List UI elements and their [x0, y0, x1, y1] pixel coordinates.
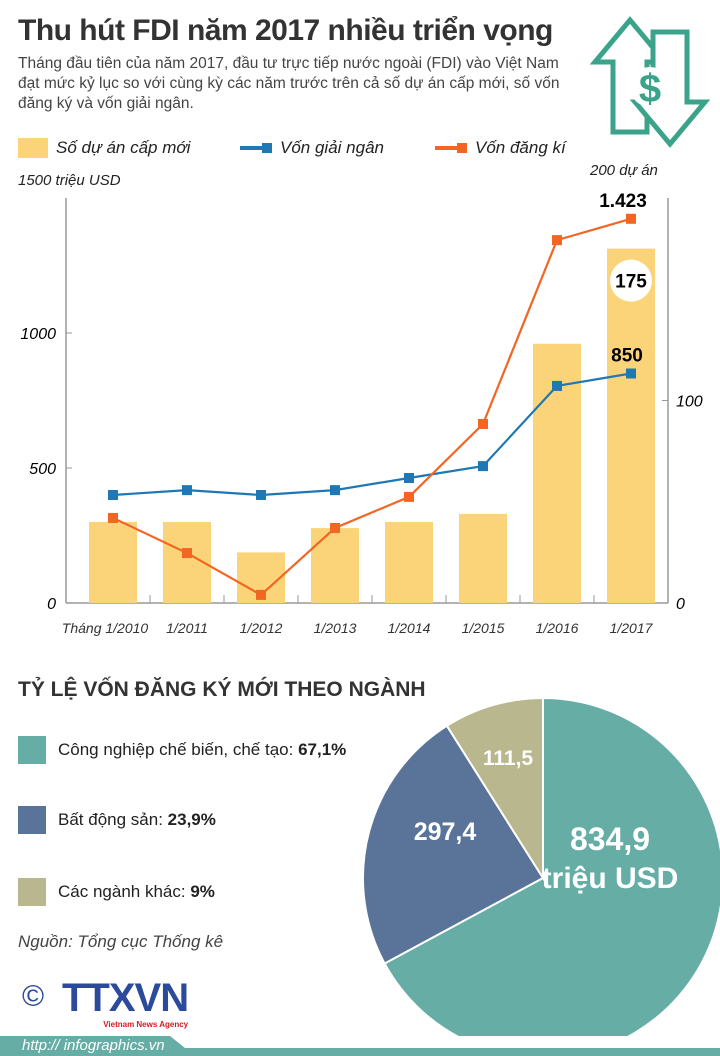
- label-disbursed-last: 850: [611, 346, 643, 367]
- point-registered: [626, 213, 636, 224]
- line-disbursed: [112, 372, 632, 497]
- legend-swatch: [18, 878, 46, 906]
- point-disbursed: [404, 472, 414, 483]
- legend-swatch: [18, 138, 48, 158]
- legend-swatch: [240, 143, 272, 153]
- y2-tick-label: 100: [676, 394, 703, 411]
- point-disbursed: [256, 490, 266, 500]
- legend-swatch: [18, 736, 46, 764]
- slice-real-estate: [362, 724, 545, 965]
- line-registered: [112, 217, 632, 597]
- y2-tick-label: 0: [676, 596, 685, 613]
- point-registered: [330, 522, 340, 533]
- svg-text:$: $: [639, 67, 661, 111]
- pie-legend-manufacturing: Công nghiệp chế biến, chế tạo: 67,1%: [18, 736, 346, 764]
- legend-new-projects: Số dự án cấp mới: [18, 138, 190, 158]
- point-registered: [182, 548, 192, 559]
- x-tick-label: 1/2011: [166, 620, 208, 636]
- y-tick-label: 500: [29, 461, 56, 478]
- legend-label: Bất động sản:: [58, 810, 163, 829]
- legend-label: Số dự án cấp mới: [56, 138, 191, 157]
- y2-axis-title: 200 dự án: [590, 162, 658, 179]
- pie-label-other: 111,5: [483, 747, 534, 770]
- point-disbursed: [182, 485, 192, 496]
- point-disbursed: [552, 380, 562, 391]
- bar-new-projects: [607, 248, 655, 603]
- footer-url[interactable]: http:// infographics.vn: [22, 1037, 165, 1054]
- label-bar-last: 175: [615, 272, 647, 293]
- label-bubble: [610, 259, 652, 302]
- x-tick-label: 1/2013: [314, 620, 357, 636]
- pie-label-manufacturing: 834,9: [570, 821, 650, 857]
- pie-legend-real-estate: Bất động sản: 23,9%: [18, 806, 216, 834]
- slice-manufacturing: [383, 696, 720, 1036]
- point-registered: [256, 589, 266, 600]
- y-axis-title: 1500 triệu USD: [18, 172, 121, 189]
- legend-label: Vốn đăng kí: [475, 138, 566, 157]
- ttxvn-logo: TTXVN Vietnam News Agency: [62, 976, 189, 1030]
- legend-registered: Vốn đăng kí: [435, 138, 566, 158]
- source: Nguồn: Tổng cục Thống kê: [18, 932, 224, 951]
- logo-subtitle: Vietnam News Agency: [103, 1020, 189, 1029]
- copyright-icon: ©: [22, 980, 45, 1013]
- legend-label: Công nghiệp chế biến, chế tạo:: [58, 740, 294, 759]
- legend-label: Vốn giải ngân: [280, 138, 384, 157]
- legend-label: Các ngành khác:: [58, 882, 186, 901]
- point-registered: [552, 235, 562, 246]
- dollar-arrows-icon: $: [589, 16, 711, 148]
- page-title: Thu hút FDI năm 2017 nhiều triển vọng: [18, 14, 553, 47]
- legend-pct: 9%: [190, 882, 215, 901]
- x-tick-label: 1/2012: [240, 620, 283, 636]
- point-registered: [404, 491, 414, 502]
- x-tick-label: Tháng 1/2010: [62, 620, 149, 636]
- legend-pct: 23,9%: [167, 810, 216, 829]
- legend-swatch: [18, 806, 46, 834]
- x-tick-label: 1/2014: [388, 620, 431, 636]
- pie-chart: 834,9 triệu USD 297,4 111,5: [362, 696, 720, 1036]
- y-tick-label: 1000: [20, 326, 56, 343]
- point-disbursed: [108, 490, 118, 500]
- point-registered: [108, 512, 118, 523]
- legend-swatch: [435, 143, 467, 153]
- pie-label-real-estate: 297,4: [414, 818, 477, 846]
- x-tick-label: 1/2016: [536, 620, 579, 636]
- pie-title: TỶ LỆ VỐN ĐĂNG KÝ MỚI THEO NGÀNH: [18, 678, 426, 701]
- bar-new-projects: [89, 522, 137, 603]
- footer-bar: [0, 1036, 720, 1056]
- pie-label-unit: triệu USD: [542, 862, 679, 895]
- x-tick-label: 1/2017: [610, 620, 654, 636]
- point-registered: [478, 418, 488, 429]
- bar-new-projects: [385, 522, 433, 603]
- y-tick-label: 0: [47, 596, 56, 613]
- legend-pct: 67,1%: [298, 740, 347, 759]
- fdi-chart: 0 500 1000 0 100 Tháng 1/2010 1/2011 1/2012 1/20…: [20, 191, 703, 636]
- legend-disbursed: Vốn giải ngân: [240, 138, 384, 158]
- bar-new-projects: [311, 528, 359, 603]
- label-registered-last: 1.423: [599, 191, 647, 212]
- point-disbursed: [626, 368, 636, 379]
- point-disbursed: [330, 485, 340, 496]
- slice-other: [445, 696, 544, 882]
- pie-legend-other: Các ngành khác: 9%: [18, 878, 215, 906]
- x-tick-label: 1/2015: [462, 620, 505, 636]
- point-disbursed: [478, 461, 488, 472]
- subtitle: Tháng đầu tiên của năm 2017, đầu tư trực…: [18, 55, 560, 112]
- logo-text: TTXVN: [62, 976, 189, 1020]
- bar-new-projects: [459, 513, 507, 603]
